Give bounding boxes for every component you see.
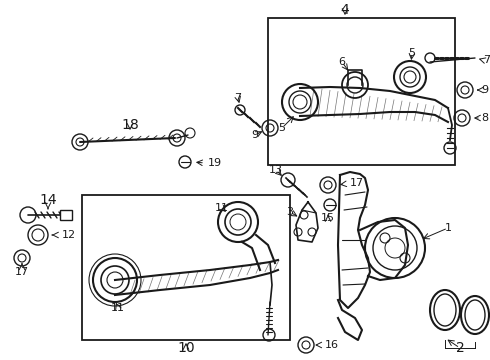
Text: 18: 18 bbox=[121, 118, 139, 132]
Text: 2: 2 bbox=[456, 341, 465, 355]
Circle shape bbox=[289, 91, 311, 113]
Text: 7: 7 bbox=[483, 55, 490, 65]
Text: 3: 3 bbox=[287, 207, 294, 217]
Text: 1: 1 bbox=[444, 223, 451, 233]
Text: 15: 15 bbox=[321, 213, 335, 223]
Text: 14: 14 bbox=[39, 193, 57, 207]
Text: 13: 13 bbox=[269, 165, 283, 175]
Text: 19: 19 bbox=[208, 158, 222, 168]
Text: 10: 10 bbox=[177, 341, 195, 355]
Circle shape bbox=[101, 266, 129, 294]
Text: 5: 5 bbox=[278, 123, 286, 133]
Text: 7: 7 bbox=[234, 93, 242, 103]
Text: 8: 8 bbox=[481, 113, 488, 123]
Bar bbox=[268, 18, 455, 165]
Text: 9: 9 bbox=[481, 85, 488, 95]
Circle shape bbox=[225, 209, 251, 235]
Text: 6: 6 bbox=[339, 57, 345, 67]
Text: 12: 12 bbox=[62, 230, 76, 240]
Text: 17: 17 bbox=[15, 267, 29, 277]
Text: 17: 17 bbox=[350, 178, 364, 188]
Bar bbox=[60, 210, 72, 220]
Text: 11: 11 bbox=[215, 203, 229, 213]
Text: 4: 4 bbox=[341, 3, 349, 17]
Text: 5: 5 bbox=[409, 48, 416, 58]
Bar bbox=[82, 195, 290, 340]
Text: 16: 16 bbox=[325, 340, 339, 350]
Text: 11: 11 bbox=[111, 303, 125, 313]
Circle shape bbox=[400, 67, 420, 87]
Text: 9: 9 bbox=[251, 130, 259, 140]
